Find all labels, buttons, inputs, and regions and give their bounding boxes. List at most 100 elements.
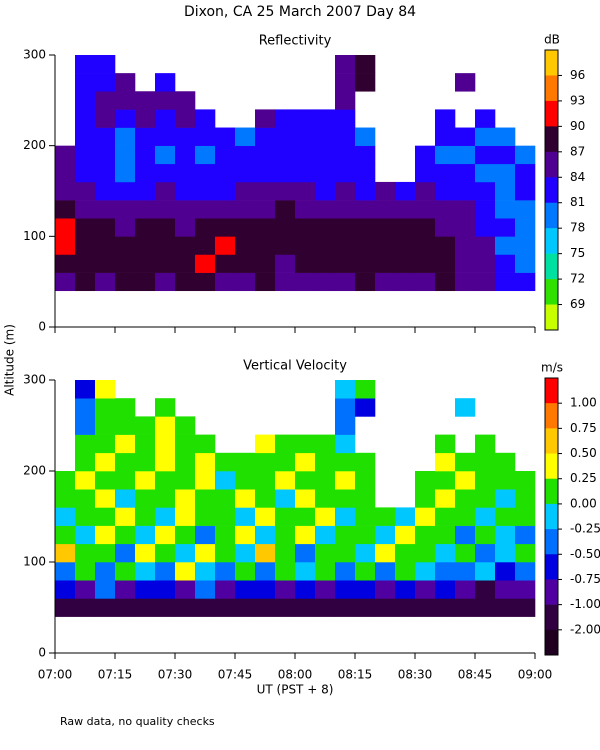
heatmap-cell: [215, 272, 236, 292]
heatmap-cell: [95, 272, 116, 292]
heatmap-cell: [335, 163, 356, 183]
x-tick-label: 08:45: [458, 668, 493, 682]
colorbar-tick-label: 1.00: [570, 396, 597, 410]
heatmap-cell: [335, 543, 356, 563]
heatmap-cell: [95, 236, 116, 255]
heatmap-cell: [395, 580, 416, 599]
heatmap-cell: [195, 127, 216, 146]
heatmap-cell: [115, 434, 136, 454]
heatmap-cell: [215, 543, 236, 563]
heatmap-cell: [455, 489, 476, 508]
heatmap-cell: [55, 489, 76, 508]
heatmap-cell: [315, 562, 336, 581]
heatmap-cell: [435, 181, 456, 201]
colorbar-band: [545, 529, 558, 555]
heatmap-cell: [355, 163, 376, 183]
colorbar-band: [545, 228, 558, 254]
heatmap-cell: [475, 562, 496, 581]
heatmap-cell: [135, 91, 156, 110]
heatmap-cell: [375, 181, 396, 201]
heatmap-cell: [175, 452, 196, 472]
heatmap-cell: [155, 218, 176, 237]
heatmap-cell: [475, 489, 496, 508]
heatmap-cell: [155, 416, 176, 435]
heatmap-cell: [255, 507, 276, 526]
heatmap-cell: [295, 127, 316, 146]
y-tick-label: 100: [23, 229, 46, 243]
heatmap-cell: [55, 254, 76, 273]
heatmap-cell: [375, 236, 396, 255]
heatmap-cell: [55, 562, 76, 581]
heatmap-cell: [415, 489, 436, 508]
heatmap-cell: [95, 127, 116, 146]
heatmap-cell: [355, 200, 376, 219]
heatmap-cell: [515, 272, 536, 292]
heatmap-cell: [475, 507, 496, 526]
colorbar-frame: [544, 49, 559, 331]
heatmap-cell: [495, 452, 516, 472]
heatmap-cell: [135, 489, 156, 508]
x-tick-label: 07:45: [218, 668, 253, 682]
heatmap-cell: [235, 489, 256, 508]
heatmap-cell: [215, 254, 236, 273]
heatmap-cell: [115, 163, 136, 183]
heatmap-cell: [355, 525, 376, 545]
heatmap-cell: [275, 145, 296, 165]
heatmap-cell: [75, 416, 96, 435]
heatmap-cell: [75, 200, 96, 219]
heatmap-cell: [175, 200, 196, 219]
heatmap-cell: [75, 489, 96, 508]
heatmap-cell: [195, 471, 216, 490]
heatmap-cell: [55, 543, 76, 563]
heatmap-cell: [455, 254, 476, 273]
heatmap-cell: [515, 543, 536, 563]
heatmap-cell: [515, 525, 536, 545]
heatmap-cell: [115, 543, 136, 563]
heatmap-cell: [215, 507, 236, 526]
colorbar-tick-label: 84: [570, 170, 585, 184]
heatmap-cell: [495, 254, 516, 273]
figure-title: Dixon, CA 25 March 2007 Day 84: [184, 4, 416, 20]
heatmap-cell: [115, 452, 136, 472]
x-tick-label: 07:30: [158, 668, 193, 682]
heatmap-cell: [275, 507, 296, 526]
heatmap-cell: [115, 254, 136, 273]
heatmap-cell: [115, 145, 136, 165]
heatmap-cell: [275, 489, 296, 508]
heatmap-cell: [255, 181, 276, 201]
heatmap-cell: [455, 598, 476, 617]
heatmap-cell: [435, 562, 456, 581]
heatmap-cell: [415, 525, 436, 545]
colorbar-band: [545, 304, 558, 331]
heatmap-cell: [335, 127, 356, 146]
heatmap-cell: [395, 218, 416, 237]
heatmap-cell: [75, 254, 96, 273]
heatmap-cell: [315, 163, 336, 183]
heatmap-cell: [255, 218, 276, 237]
heatmap-cell: [175, 434, 196, 454]
heatmap-cell: [155, 525, 176, 545]
heatmap-cell: [215, 598, 236, 617]
colorbar-band: [545, 177, 558, 204]
heatmap-cell: [515, 200, 536, 219]
colorbar-unit: m/s: [541, 361, 563, 375]
heatmap-cell: [335, 236, 356, 255]
heatmap-cell: [275, 236, 296, 255]
heatmap-cell: [435, 200, 456, 219]
heatmap-cell: [75, 73, 96, 92]
heatmap-cell: [275, 109, 296, 128]
heatmap-cell: [415, 200, 436, 219]
heatmap-cell: [435, 489, 456, 508]
heatmap-cell: [495, 127, 516, 146]
heatmap-cell: [55, 218, 76, 237]
heatmap-cell: [415, 254, 436, 273]
heatmap-cell: [155, 73, 176, 92]
colorbar-tick-label: 69: [570, 297, 585, 311]
heatmap-cell: [315, 471, 336, 490]
heatmap-cell: [235, 272, 256, 292]
colorbar-band: [545, 554, 558, 580]
colorbar-band: [545, 478, 558, 505]
heatmap-cell: [235, 163, 256, 183]
heatmap-cell: [495, 471, 516, 490]
colorbar-tick-label: 93: [570, 93, 585, 107]
